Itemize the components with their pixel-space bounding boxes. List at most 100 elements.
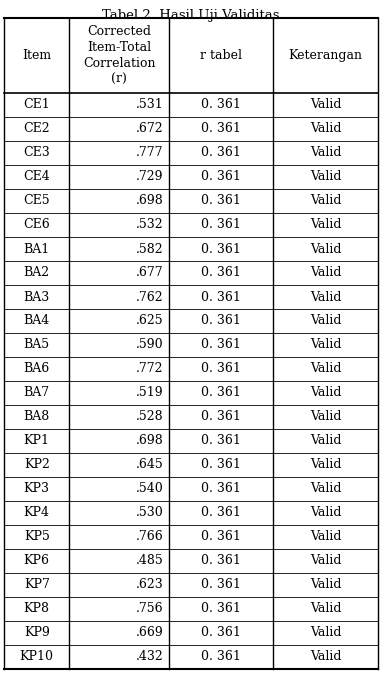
Text: 0. 361: 0. 361 <box>201 651 241 664</box>
Text: BA6: BA6 <box>24 363 50 375</box>
Text: Valid: Valid <box>310 99 342 111</box>
Text: KP7: KP7 <box>24 578 50 591</box>
Text: Valid: Valid <box>310 578 342 591</box>
Text: Valid: Valid <box>310 459 342 471</box>
Text: Item: Item <box>22 49 51 62</box>
Text: 0. 361: 0. 361 <box>201 147 241 159</box>
Text: 0. 361: 0. 361 <box>201 459 241 471</box>
Text: 0. 361: 0. 361 <box>201 99 241 111</box>
Text: BA5: BA5 <box>24 338 50 352</box>
Text: Valid: Valid <box>310 218 342 231</box>
Text: .532: .532 <box>136 218 163 231</box>
Text: CE2: CE2 <box>23 122 50 136</box>
Text: 0. 361: 0. 361 <box>201 507 241 519</box>
Text: BA8: BA8 <box>24 411 50 423</box>
Text: KP3: KP3 <box>24 482 50 496</box>
Text: .672: .672 <box>136 122 163 136</box>
Text: 0. 361: 0. 361 <box>201 482 241 496</box>
Text: r tabel: r tabel <box>200 49 242 62</box>
Text: CE6: CE6 <box>23 218 50 231</box>
Text: .432: .432 <box>136 651 163 664</box>
Text: .519: .519 <box>136 386 163 400</box>
Text: Valid: Valid <box>310 195 342 208</box>
Text: KP5: KP5 <box>24 530 50 543</box>
Text: 0. 361: 0. 361 <box>201 338 241 352</box>
Text: Valid: Valid <box>310 626 342 639</box>
Text: .777: .777 <box>136 147 163 159</box>
Text: Valid: Valid <box>310 482 342 496</box>
Text: 0. 361: 0. 361 <box>201 603 241 616</box>
Text: Valid: Valid <box>310 338 342 352</box>
Text: CE3: CE3 <box>23 147 50 159</box>
Text: .528: .528 <box>136 411 163 423</box>
Text: .772: .772 <box>136 363 163 375</box>
Text: .677: .677 <box>136 266 163 279</box>
Text: Valid: Valid <box>310 434 342 448</box>
Text: .530: .530 <box>136 507 163 519</box>
Text: .645: .645 <box>136 459 163 471</box>
Text: CE4: CE4 <box>23 170 50 183</box>
Text: 0. 361: 0. 361 <box>201 555 241 568</box>
Text: 0. 361: 0. 361 <box>201 363 241 375</box>
Text: 0. 361: 0. 361 <box>201 626 241 639</box>
Text: .698: .698 <box>136 195 163 208</box>
Text: 0. 361: 0. 361 <box>201 291 241 304</box>
Text: .766: .766 <box>136 530 163 543</box>
Text: 0. 361: 0. 361 <box>201 434 241 448</box>
Text: KP9: KP9 <box>24 626 50 639</box>
Text: BA4: BA4 <box>24 315 50 327</box>
Text: 0. 361: 0. 361 <box>201 315 241 327</box>
Text: .669: .669 <box>136 626 163 639</box>
Text: Valid: Valid <box>310 315 342 327</box>
Text: Valid: Valid <box>310 363 342 375</box>
Text: .531: .531 <box>136 99 163 111</box>
Text: Valid: Valid <box>310 411 342 423</box>
Text: KP6: KP6 <box>24 555 50 568</box>
Text: Valid: Valid <box>310 651 342 664</box>
Text: 0. 361: 0. 361 <box>201 530 241 543</box>
Text: Valid: Valid <box>310 266 342 279</box>
Text: .698: .698 <box>136 434 163 448</box>
Text: KP4: KP4 <box>24 507 50 519</box>
Text: BA7: BA7 <box>24 386 50 400</box>
Text: .625: .625 <box>136 315 163 327</box>
Text: Valid: Valid <box>310 530 342 543</box>
Text: .485: .485 <box>136 555 163 568</box>
Text: BA2: BA2 <box>24 266 50 279</box>
Text: .762: .762 <box>136 291 163 304</box>
Text: 0. 361: 0. 361 <box>201 578 241 591</box>
Text: 0. 361: 0. 361 <box>201 386 241 400</box>
Text: .623: .623 <box>136 578 163 591</box>
Text: Valid: Valid <box>310 243 342 256</box>
Text: Valid: Valid <box>310 291 342 304</box>
Text: BA1: BA1 <box>24 243 50 256</box>
Text: Valid: Valid <box>310 147 342 159</box>
Text: .756: .756 <box>136 603 163 616</box>
Text: Valid: Valid <box>310 555 342 568</box>
Text: 0. 361: 0. 361 <box>201 266 241 279</box>
Text: .729: .729 <box>136 170 163 183</box>
Text: Tabel 2. Hasil Uji Validitas: Tabel 2. Hasil Uji Validitas <box>102 8 280 22</box>
Text: .590: .590 <box>136 338 163 352</box>
Text: .540: .540 <box>136 482 163 496</box>
Text: Valid: Valid <box>310 122 342 136</box>
Text: KP1: KP1 <box>24 434 50 448</box>
Text: KP2: KP2 <box>24 459 50 471</box>
Text: Corrected
Item-Total
Correlation
(r): Corrected Item-Total Correlation (r) <box>83 25 155 86</box>
Text: Keterangan: Keterangan <box>289 49 363 62</box>
Text: Valid: Valid <box>310 170 342 183</box>
Text: 0. 361: 0. 361 <box>201 195 241 208</box>
Text: .582: .582 <box>136 243 163 256</box>
Text: Valid: Valid <box>310 507 342 519</box>
Text: Valid: Valid <box>310 386 342 400</box>
Text: KP10: KP10 <box>20 651 54 664</box>
Text: 0. 361: 0. 361 <box>201 122 241 136</box>
Text: CE1: CE1 <box>23 99 50 111</box>
Text: KP8: KP8 <box>24 603 50 616</box>
Text: 0. 361: 0. 361 <box>201 218 241 231</box>
Text: 0. 361: 0. 361 <box>201 243 241 256</box>
Text: 0. 361: 0. 361 <box>201 170 241 183</box>
Text: Valid: Valid <box>310 603 342 616</box>
Text: BA3: BA3 <box>24 291 50 304</box>
Text: CE5: CE5 <box>23 195 50 208</box>
